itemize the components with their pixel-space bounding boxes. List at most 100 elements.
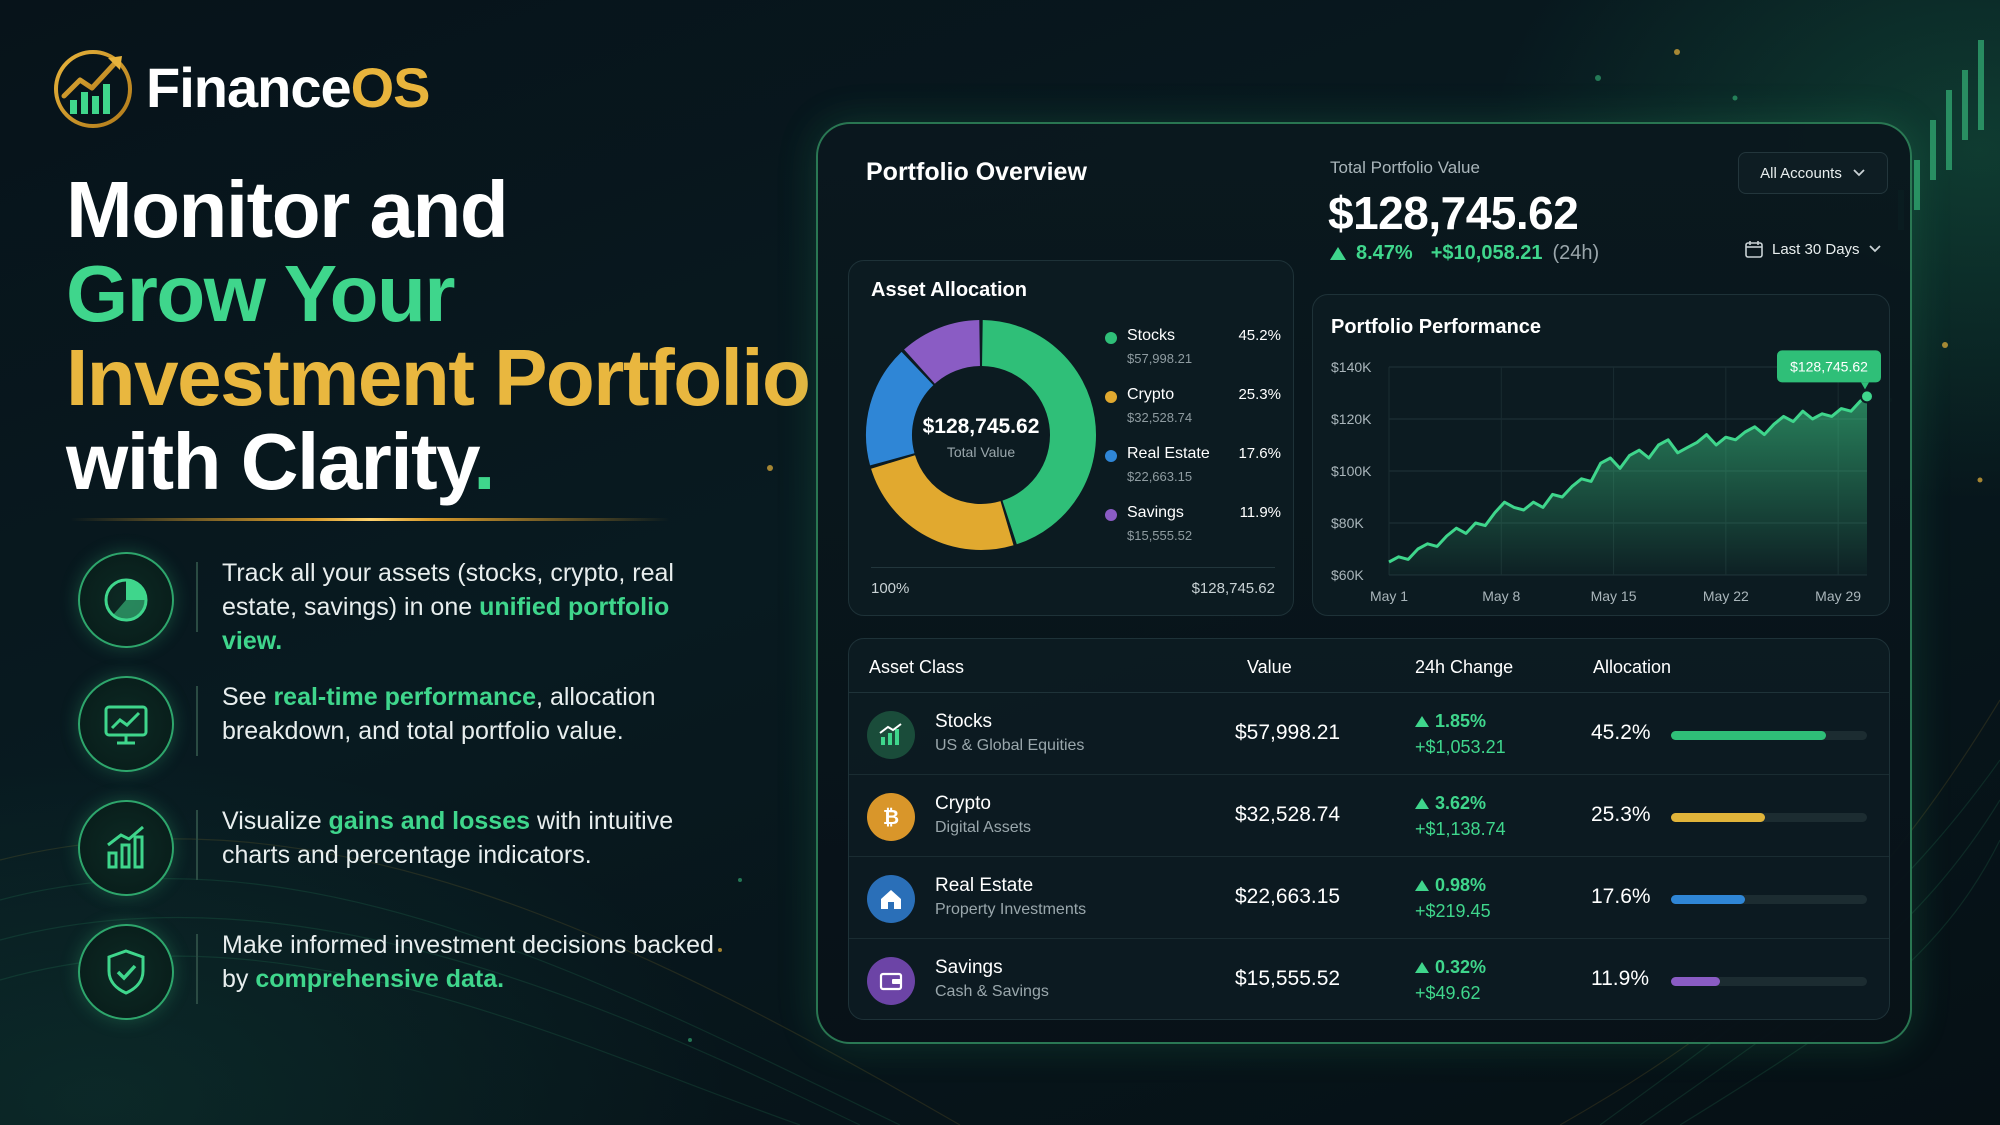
portfolio-performance-card: Portfolio Performance $140K $120K $100K $80… [1312, 294, 1890, 616]
change-amount: +$10,058.21 [1430, 242, 1543, 264]
allocation-bar-fill [1671, 895, 1746, 904]
allocation-bar [1671, 977, 1867, 986]
allocation-total-percent: 100% [871, 580, 910, 597]
legend-item: Savings $15,555.52 11.9% [1105, 504, 1281, 563]
table-row[interactable]: Real Estate Property Investments $22,663… [849, 857, 1889, 939]
up-arrow-icon [1415, 798, 1429, 809]
feature-item: Visualize gains and losses with intuitiv… [78, 800, 718, 924]
donut-slice-real-estate [866, 351, 934, 466]
table-row[interactable]: Stocks US & Global Equities $57,998.21 1… [849, 693, 1889, 775]
legend-item: Real Estate $22,663.15 17.6% [1105, 445, 1281, 504]
headline-line-2: Grow Your [66, 249, 456, 338]
allocation-donut-chart: $128,745.62 Total Value [866, 320, 1096, 550]
bitcoin-icon: ₿ [867, 793, 915, 841]
total-change: 8.47% +$10,058.21 (24h) [1330, 242, 1599, 265]
header-value: Value [1247, 657, 1292, 677]
stocks-chart-icon [867, 711, 915, 759]
allocation-footer: 100% $128,745.62 [871, 567, 1275, 597]
table-row[interactable]: ₿ Crypto Digital Assets $32,528.74 3.62%… [849, 775, 1889, 857]
divider-line [70, 518, 670, 521]
feature-item: See real-time performance, allocation br… [78, 676, 718, 800]
header-24h-change: 24h Change [1415, 657, 1514, 677]
brand-name: FinanceOS [146, 55, 431, 119]
allocation-bar [1671, 895, 1867, 904]
feature-list: Track all your assets (stocks, crypto, r… [78, 552, 718, 1048]
x-tick-label: May 29 [1815, 588, 1861, 604]
performance-area [1389, 396, 1867, 575]
up-arrow-icon [1415, 880, 1429, 891]
date-range-select[interactable]: Last 30 Days [1744, 232, 1894, 266]
allocation-bar [1671, 813, 1867, 822]
feature-text: See real-time performance, allocation br… [222, 683, 656, 745]
chevron-down-icon [1853, 169, 1865, 177]
svg-text:₿: ₿ [883, 805, 899, 829]
last-point-marker [1860, 389, 1874, 404]
value-tooltip [1777, 350, 1881, 383]
performance-title: Portfolio Performance [1331, 316, 1541, 338]
portfolio-panel: Portfolio Overview Total Portfolio Value… [816, 122, 1912, 1044]
monitor-chart-icon [78, 676, 174, 772]
bar-chart-growth-icon [78, 800, 174, 896]
allocation-title: Asset Allocation [871, 279, 1027, 301]
up-arrow-icon [1415, 962, 1429, 973]
legend-dot [1105, 450, 1117, 462]
total-value: $128,745.62 [1328, 187, 1579, 239]
x-tick-label: May 8 [1482, 588, 1520, 604]
performance-line [1388, 395, 1868, 564]
tooltip-value: $128,745.62 [1790, 358, 1868, 374]
y-tick-label: $60K [1331, 567, 1364, 583]
allocation-legend: Stocks $57,998.21 45.2% Crypto $32,528.7… [1105, 327, 1281, 563]
growth-chart-logo-icon [54, 50, 132, 128]
hero-headline: Monitor and Grow Your Investment Portfol… [66, 165, 811, 506]
pie-chart-icon [78, 552, 174, 648]
y-tick-label: $100K [1331, 463, 1372, 479]
y-tick-label: $140K [1331, 359, 1372, 375]
donut-slice-stocks [981, 320, 1096, 545]
legend-dot [1105, 391, 1117, 403]
panel-title: Portfolio Overview [866, 158, 1087, 186]
donut-center-value: $128,745.62 [923, 415, 1040, 438]
y-tick-label: $80K [1331, 515, 1364, 531]
x-tick-label: May 15 [1591, 588, 1637, 604]
headline-line-4: with Clarity. [66, 417, 495, 506]
up-arrow-icon [1415, 716, 1429, 727]
legend-dot [1105, 332, 1117, 344]
chevron-down-icon [1868, 245, 1881, 253]
change-period: (24h) [1552, 242, 1600, 264]
feature-text: Make informed investment decisions backe… [222, 931, 714, 993]
header-asset-class: Asset Class [869, 657, 965, 677]
legend-item: Stocks $57,998.21 45.2% [1105, 327, 1281, 386]
legend-dot [1105, 509, 1117, 521]
x-tick-label: May 22 [1703, 588, 1749, 604]
allocation-bar-fill [1671, 813, 1766, 822]
y-tick-label: $120K [1331, 411, 1372, 427]
total-value-label: Total Portfolio Value [1330, 158, 1480, 177]
allocation-total-value: $128,745.62 [1191, 580, 1275, 597]
donut-center-label: Total Value [947, 444, 1015, 460]
asset-allocation-card: Asset Allocation $128,745.62 Total Value… [848, 260, 1294, 616]
header-allocation: Allocation [1593, 657, 1672, 677]
feature-text: Visualize gains and losses with intuitiv… [222, 807, 674, 869]
performance-area-chart: Portfolio Performance $140K $120K $100K $80… [1331, 316, 1881, 604]
feature-text: Track all your assets (stocks, crypto, r… [222, 559, 674, 655]
table-header: Asset Class Value 24h Change Allocation [849, 639, 1889, 693]
wallet-icon [867, 957, 915, 1005]
x-tick-label: May 1 [1370, 588, 1408, 604]
feature-item: Track all your assets (stocks, crypto, r… [78, 552, 718, 676]
brand-logo: FinanceOS [50, 44, 431, 130]
allocation-bar-fill [1671, 977, 1720, 986]
headline-line-3: Investment Portfolio [66, 333, 811, 422]
donut-slice-savings [904, 320, 981, 385]
asset-class-table: Asset Class Value 24h Change Allocation … [848, 638, 1890, 1020]
allocation-bar-fill [1671, 731, 1826, 740]
headline-line-1: Monitor and [66, 165, 509, 254]
house-icon [867, 875, 915, 923]
legend-item: Crypto $32,528.74 25.3% [1105, 386, 1281, 445]
shield-check-icon [78, 924, 174, 1020]
calendar-icon [1745, 241, 1763, 258]
table-row[interactable]: Savings Cash & Savings $15,555.52 0.32% … [849, 939, 1889, 1021]
accounts-select[interactable]: All Accounts [1738, 152, 1888, 194]
allocation-bar [1671, 731, 1867, 740]
donut-slice-crypto [871, 454, 1014, 550]
change-percent: 8.47% [1356, 242, 1413, 264]
